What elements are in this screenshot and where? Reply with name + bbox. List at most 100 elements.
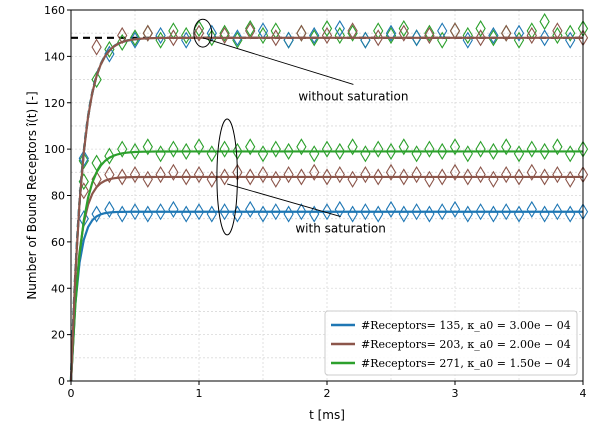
data-marker xyxy=(488,29,499,47)
data-marker xyxy=(283,31,294,49)
x-tick-label: 2 xyxy=(324,387,331,400)
data-marker xyxy=(155,203,166,221)
data-marker xyxy=(219,168,230,186)
data-marker xyxy=(206,205,217,223)
x-tick-label: 0 xyxy=(68,387,75,400)
data-marker xyxy=(437,31,448,49)
data-marker xyxy=(155,166,166,184)
plot-series xyxy=(69,13,589,382)
data-marker xyxy=(257,166,269,184)
data-marker xyxy=(321,203,333,221)
data-marker xyxy=(219,203,230,221)
data-marker xyxy=(360,145,371,163)
data-marker xyxy=(283,166,294,184)
data-marker xyxy=(360,166,371,184)
data-marker xyxy=(539,168,550,186)
data-marker xyxy=(424,26,435,45)
data-marker xyxy=(526,163,537,181)
data-marker xyxy=(373,168,384,186)
data-marker xyxy=(104,45,115,63)
series-curve xyxy=(69,175,583,382)
series-curve-group xyxy=(69,175,583,382)
data-marker xyxy=(347,138,358,156)
data-marker xyxy=(501,203,512,221)
data-marker xyxy=(321,26,333,45)
data-marker xyxy=(526,22,537,40)
data-marker xyxy=(309,163,320,181)
data-marker xyxy=(168,163,179,181)
data-marker xyxy=(424,140,435,158)
data-marker xyxy=(270,203,281,221)
series-curve-group xyxy=(69,37,148,382)
data-marker xyxy=(347,24,358,42)
data-marker xyxy=(411,29,422,47)
data-marker xyxy=(334,26,345,45)
data-marker xyxy=(104,147,115,165)
data-marker xyxy=(347,170,358,188)
data-marker xyxy=(78,149,89,167)
data-marker xyxy=(437,142,448,161)
data-marker xyxy=(385,142,397,161)
legend-entry: #Receptors= 203, κ_a0 = 2.00e − 04 xyxy=(361,338,571,351)
series-curve xyxy=(69,36,583,382)
data-marker xyxy=(411,203,422,221)
data-marker xyxy=(539,142,550,161)
data-marker xyxy=(437,203,448,221)
y-tick-label: 60 xyxy=(51,236,65,249)
series-curve-dashed xyxy=(69,37,148,382)
series-curve-group xyxy=(69,36,583,382)
data-marker xyxy=(206,170,217,188)
data-marker xyxy=(219,26,230,45)
data-marker xyxy=(360,31,371,49)
data-marker xyxy=(142,138,153,156)
data-marker xyxy=(155,31,166,49)
data-marker xyxy=(437,168,448,186)
data-marker xyxy=(424,24,435,42)
data-marker xyxy=(488,205,499,223)
data-marker xyxy=(360,31,371,49)
data-marker xyxy=(155,26,166,45)
data-marker xyxy=(245,168,256,186)
data-marker xyxy=(129,203,141,221)
data-marker xyxy=(411,166,422,184)
data-marker xyxy=(526,140,537,158)
data-marker xyxy=(142,24,153,42)
annotation-label: with saturation xyxy=(295,222,385,236)
data-marker xyxy=(360,203,371,221)
data-marker xyxy=(270,140,281,158)
data-marker xyxy=(283,205,294,223)
data-marker xyxy=(334,142,345,161)
data-marker xyxy=(462,26,473,45)
data-marker xyxy=(168,29,179,47)
data-marker xyxy=(334,19,345,38)
y-tick-label: 160 xyxy=(44,4,65,17)
legend: #Receptors= 135, κ_a0 = 3.00e − 04 #Recep… xyxy=(324,310,578,376)
data-marker xyxy=(309,29,320,47)
data-marker xyxy=(475,166,486,184)
data-marker xyxy=(270,29,281,47)
data-marker xyxy=(296,168,307,186)
series-curve xyxy=(69,150,583,382)
data-marker xyxy=(142,205,153,223)
data-marker xyxy=(193,24,205,42)
data-marker xyxy=(449,138,461,156)
data-marker xyxy=(296,24,307,42)
data-marker xyxy=(552,26,563,45)
data-marker xyxy=(129,166,141,184)
data-marker xyxy=(539,13,550,31)
data-marker xyxy=(193,19,205,38)
y-axis-label: Number of Bound Receptors î(t) [-] xyxy=(25,91,39,299)
data-marker xyxy=(475,19,486,38)
x-tick-label: 3 xyxy=(452,387,459,400)
data-marker xyxy=(78,152,89,170)
data-marker xyxy=(296,138,307,156)
data-marker xyxy=(526,200,537,218)
data-marker xyxy=(475,203,486,221)
data-marker xyxy=(142,170,153,188)
data-marker xyxy=(104,166,115,184)
data-marker xyxy=(129,29,141,47)
series-curve-group xyxy=(69,210,583,382)
data-marker xyxy=(501,24,512,42)
data-marker xyxy=(398,24,409,42)
